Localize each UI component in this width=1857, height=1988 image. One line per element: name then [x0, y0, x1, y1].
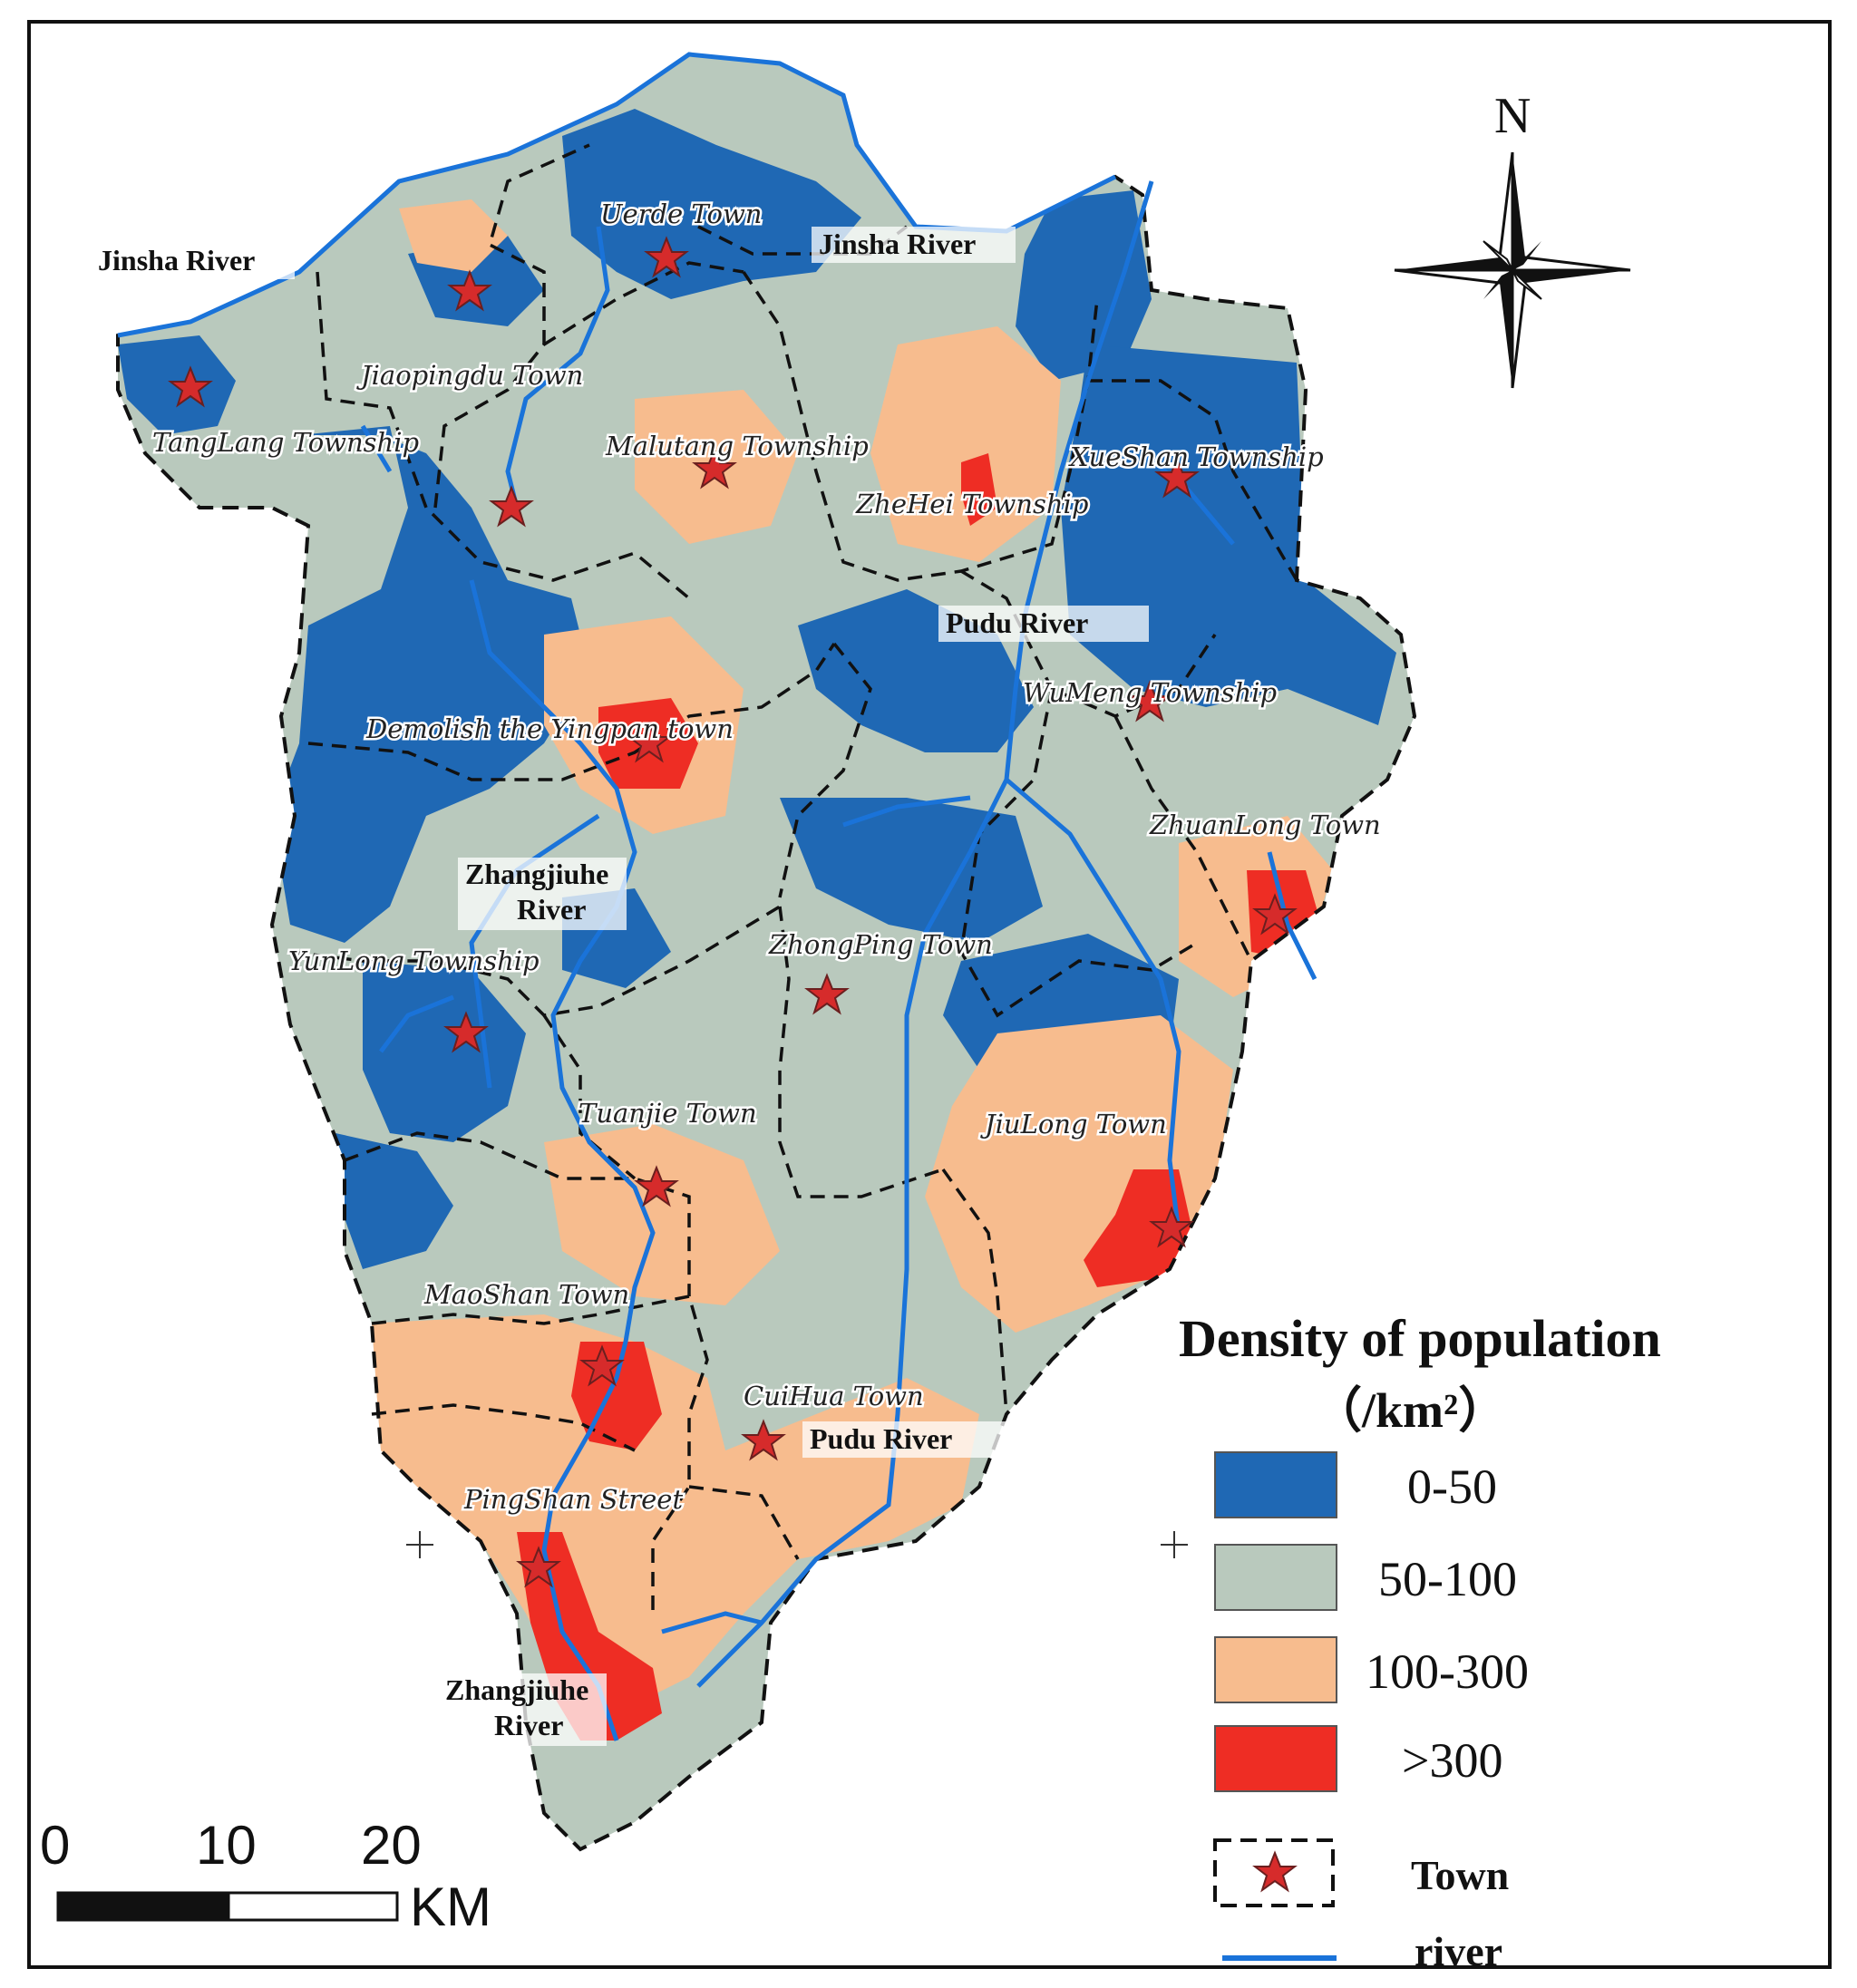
river-labels: Jinsha River Jinsha River Pudu River Pud…: [91, 227, 1149, 1746]
town-star-icon: [741, 1419, 786, 1461]
density-over-300-area: [961, 453, 997, 526]
river-label-zhangjiuhe-north-river: River: [517, 893, 586, 926]
town-star-icon: [489, 485, 534, 528]
town-label-jiulong: JiuLong Town: [980, 1109, 1167, 1139]
legend-star-icon: [1252, 1850, 1298, 1893]
town-star-icon: [627, 721, 672, 763]
town-label-xueshan: XueShan Township: [1068, 441, 1324, 472]
density-100-300-area: [544, 1124, 780, 1305]
graticule-marks: [406, 1531, 1188, 1558]
town-star-icon: [516, 1546, 561, 1588]
town-label-wumeng: WuMeng Township: [1023, 677, 1277, 708]
town-label-uerde: Uerde Town: [600, 199, 762, 229]
town-markers: [168, 236, 1298, 1588]
legend-swatch-0-50: [1214, 1451, 1337, 1518]
scale-tick-10: 10: [196, 1815, 257, 1876]
tributary-line: [661, 1611, 763, 1634]
town-star-icon: [1252, 893, 1298, 936]
zhangjiuhe-river-line: [469, 579, 656, 1741]
legend-label-river: river: [1415, 1928, 1502, 1974]
town-label-jiaopingdu: Jiaopingdu Town: [356, 360, 583, 391]
legend-title: Density of population: [1179, 1309, 1661, 1368]
legend-swatch-over-300: [1214, 1725, 1337, 1792]
legend: Density of population （/km²） 0-50 50-100…: [1179, 1309, 1661, 1974]
scale-unit: KM: [410, 1876, 491, 1937]
town-label-yunlong: YunLong Township: [288, 946, 540, 976]
town-label-tuanjie: Tuanjie Town: [578, 1098, 757, 1129]
density-0-50-area: [335, 1133, 453, 1269]
legend-label-50-100: 50-100: [1378, 1552, 1517, 1606]
town-star-icon: [579, 1344, 625, 1387]
legend-label-0-50: 0-50: [1407, 1459, 1497, 1514]
density-over-300-area: [1084, 1169, 1197, 1287]
north-arrow: N: [1394, 88, 1631, 389]
rivers: [117, 52, 1317, 1741]
density-0-50-area: [363, 961, 526, 1142]
town-labels: Uerde Town Jiaopingdu Town TangLang Town…: [151, 197, 1384, 1518]
density-0-50-area: [1016, 190, 1152, 381]
tributary-line: [1267, 851, 1317, 981]
scale-bar: 0 10 20 KM: [40, 1815, 491, 1937]
town-label-maoshan: MaoShan Town: [423, 1279, 629, 1310]
town-star-icon: [1127, 680, 1172, 722]
town-star-icon: [804, 973, 850, 1015]
legend-swatch-100-300: [1214, 1636, 1337, 1703]
town-label-zhelei: ZheHei Township: [855, 489, 1088, 519]
town-label-yingpan: Demolish the Yingpan town: [365, 713, 734, 744]
density-0-50-area: [272, 426, 589, 943]
legend-swatch-50-100: [1214, 1544, 1337, 1611]
town-star-icon: [644, 236, 689, 278]
scale-tick-0: 0: [40, 1815, 70, 1876]
river-label-jinsha-east: Jinsha River: [819, 228, 976, 260]
density-100-300-area: [870, 326, 1061, 562]
legend-label-100-300: 100-300: [1366, 1644, 1529, 1699]
river-label-pudu-north: Pudu River: [946, 606, 1088, 639]
town-label-zhongping: ZhongPing Town: [768, 929, 993, 960]
river-label-zhangjiuhe-south-river: River: [494, 1709, 563, 1741]
north-label: N: [1494, 88, 1531, 144]
town-label-malutang: Malutang Township: [605, 431, 869, 461]
legend-label-town: Town: [1411, 1852, 1509, 1898]
legend-town-symbol: [1213, 1838, 1335, 1907]
density-0-50-area: [1061, 344, 1396, 725]
pudu-river-line: [696, 180, 1154, 1688]
tributary-line: [1005, 778, 1181, 1234]
density-0-50-area: [562, 109, 861, 299]
town-star-icon: [447, 269, 492, 312]
north-arrow-icon: [1512, 152, 1525, 270]
legend-unit: （/km²）: [1313, 1383, 1507, 1438]
town-star-icon: [443, 1011, 489, 1053]
tributary-line: [360, 424, 393, 473]
tributary-line: [505, 226, 610, 509]
scale-tick-20: 20: [361, 1815, 422, 1876]
town-star-icon: [1154, 456, 1200, 499]
river-label-pudu-south: Pudu River: [810, 1422, 952, 1455]
tributary-line: [842, 795, 971, 828]
town-star-icon: [634, 1165, 679, 1207]
town-label-pingshan: PingShan Street: [463, 1484, 683, 1515]
legend-label-over-300: >300: [1402, 1733, 1502, 1788]
density-100-300-area: [399, 199, 508, 272]
tributary-line: [469, 813, 600, 1089]
town-label-cuihua: CuiHua Town: [744, 1381, 924, 1411]
town-star-icon: [1149, 1206, 1194, 1248]
river-label-jinsha-west: Jinsha River: [98, 244, 255, 276]
river-label-zhangjiuhe-south: Zhangjiuhe: [445, 1673, 588, 1706]
town-star-icon: [168, 365, 213, 408]
county-boundary: [116, 52, 1417, 1852]
river-label-zhangjiuhe-north: Zhangjiuhe: [465, 858, 608, 890]
town-label-zhuanlong: ZhuanLong Town: [1149, 810, 1381, 840]
town-label-tanglang: TangLang Township: [152, 427, 419, 458]
town-star-icon: [692, 447, 737, 490]
tributary-line: [379, 994, 454, 1053]
